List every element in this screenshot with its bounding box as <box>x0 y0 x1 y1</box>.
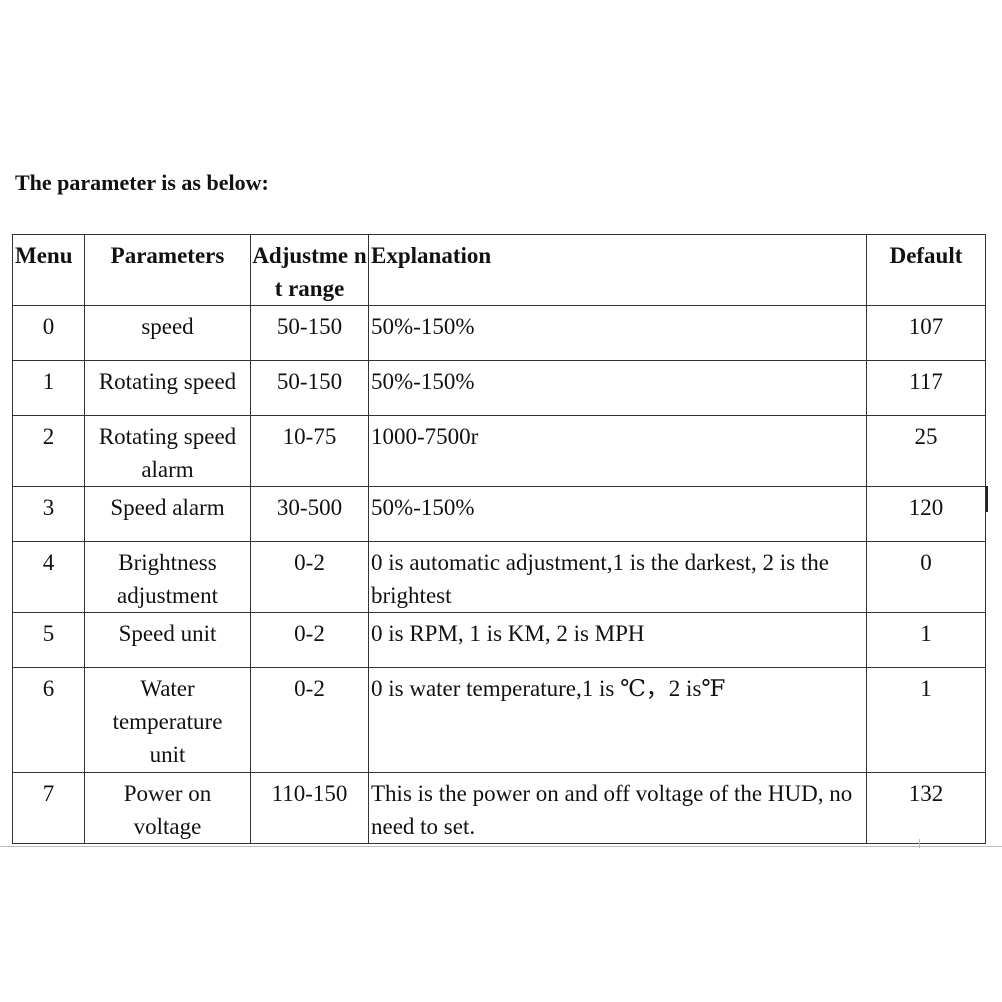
cell-range: 10-75 <box>250 415 369 487</box>
cell-parameter: Speed alarm <box>84 486 251 542</box>
cell-range: 50-150 <box>250 360 369 416</box>
cell-default: 132 <box>866 772 986 844</box>
cell-explanation: 50%-150% <box>368 486 867 542</box>
cell-parameter: Brightness adjustment <box>84 541 251 613</box>
table-row: 0 speed 50-150 50%-150% 107 <box>12 305 986 361</box>
page-divider <box>0 846 1002 847</box>
table-row: 6 Water temperature unit 0-2 0 is water tem… <box>12 667 986 773</box>
cell-explanation: 50%-150% <box>368 305 867 361</box>
cell-parameter: Water temperature unit <box>84 667 251 773</box>
cell-range: 0-2 <box>250 541 369 613</box>
header-default: Default <box>866 234 986 306</box>
cell-menu: 1 <box>12 360 85 416</box>
cell-range: 0-2 <box>250 612 369 668</box>
header-explanation: Explanation <box>368 234 867 306</box>
cell-parameter: Rotating speed <box>84 360 251 416</box>
cell-default: 1 <box>866 667 986 773</box>
cell-default: 107 <box>866 305 986 361</box>
cell-default: 117 <box>866 360 986 416</box>
cell-range: 0-2 <box>250 667 369 773</box>
cell-explanation: 50%-150% <box>368 360 867 416</box>
cell-menu: 5 <box>12 612 85 668</box>
header-adjustment-range: Adjustme nt range <box>250 234 369 306</box>
table-row: 5 Speed unit 0-2 0 is RPM, 1 is KM, 2 is MP… <box>12 612 986 668</box>
cell-range: 110-150 <box>250 772 369 844</box>
cell-menu: 4 <box>12 541 85 613</box>
cell-explanation: This is the power on and off voltage of … <box>368 772 867 844</box>
cell-menu: 2 <box>12 415 85 487</box>
cell-parameter: Rotating speed alarm <box>84 415 251 487</box>
cell-default: 0 <box>866 541 986 613</box>
parameter-table: Menu Parameters Adjustme nt range Explan… <box>12 234 986 844</box>
cell-default: 25 <box>866 415 986 487</box>
cell-explanation: 0 is water temperature,1 is ℃，2 is℉ <box>368 667 867 773</box>
cell-menu: 3 <box>12 486 85 542</box>
cell-explanation: 1000-7500r <box>368 415 867 487</box>
ruler-tick <box>919 839 920 848</box>
cell-menu: 7 <box>12 772 85 844</box>
table-row: 7 Power on voltage 110-150 This is the powe… <box>12 772 986 844</box>
cell-default: 1 <box>866 612 986 668</box>
table-row: 2 Rotating speed alarm 10-75 1000-7500r 25 <box>12 415 986 487</box>
cell-explanation: 0 is RPM, 1 is KM, 2 is MPH <box>368 612 867 668</box>
cell-parameter: Speed unit <box>84 612 251 668</box>
cell-parameter: speed <box>84 305 251 361</box>
header-menu: Menu <box>12 234 85 306</box>
text-cursor <box>986 486 988 512</box>
cell-range: 30-500 <box>250 486 369 542</box>
header-parameters: Parameters <box>84 234 251 306</box>
cell-menu: 6 <box>12 667 85 773</box>
table-row: 4 Brightness adjustment 0-2 0 is automatic … <box>12 541 986 613</box>
table-row: 3 Speed alarm 30-500 50%-150% 120 <box>12 486 986 542</box>
cell-default: 120 <box>866 486 986 542</box>
table-row: 1 Rotating speed 50-150 50%-150% 117 <box>12 360 986 416</box>
cell-explanation: 0 is automatic adjustment,1 is the darke… <box>368 541 867 613</box>
table-header-row: Menu Parameters Adjustme nt range Explan… <box>12 234 986 306</box>
cell-range: 50-150 <box>250 305 369 361</box>
section-heading: The parameter is as below: <box>15 170 269 195</box>
cell-parameter: Power on voltage <box>84 772 251 844</box>
cell-menu: 0 <box>12 305 85 361</box>
